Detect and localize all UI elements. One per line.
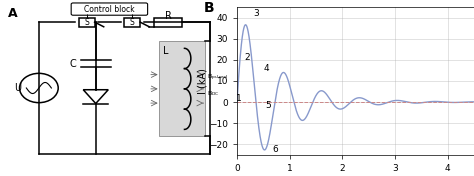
Text: C: C (70, 59, 76, 69)
Text: 5: 5 (266, 101, 272, 110)
Text: 2: 2 (245, 53, 250, 62)
Text: 1: 1 (236, 94, 241, 103)
FancyBboxPatch shape (124, 18, 140, 27)
Text: S: S (130, 18, 135, 27)
Text: U: U (14, 83, 21, 93)
Text: B$_\mathsf{DC}$: B$_\mathsf{DC}$ (207, 89, 220, 98)
Text: Control block: Control block (84, 5, 135, 14)
Text: B: B (204, 1, 214, 15)
FancyBboxPatch shape (71, 3, 147, 15)
FancyBboxPatch shape (154, 18, 182, 27)
Text: R: R (164, 11, 172, 21)
Text: 4: 4 (263, 64, 269, 73)
Text: 6: 6 (272, 145, 278, 154)
Text: B$_\mathsf{pulsed}$: B$_\mathsf{pulsed}$ (207, 72, 228, 83)
FancyBboxPatch shape (159, 41, 205, 136)
Text: S: S (84, 18, 89, 27)
FancyBboxPatch shape (79, 18, 95, 27)
Text: L: L (163, 46, 168, 56)
Y-axis label: I (kA): I (kA) (198, 68, 208, 94)
Text: A: A (8, 7, 18, 20)
Text: 3: 3 (254, 9, 259, 18)
